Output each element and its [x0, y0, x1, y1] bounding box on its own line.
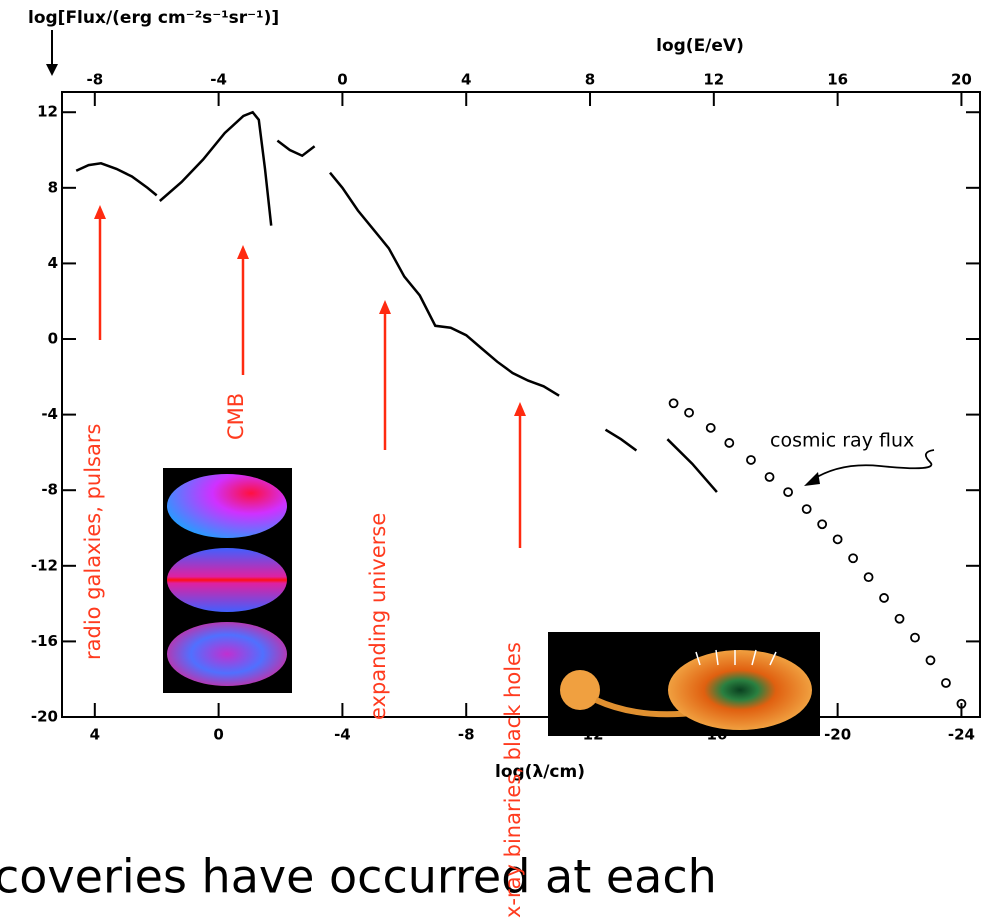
cosmic-ray-point	[670, 399, 678, 407]
cosmic-ray-point	[834, 535, 842, 543]
y-axis-label: log[Flux/(erg cm⁻²s⁻¹sr⁻¹)]	[28, 8, 279, 28]
cosmic-ray-point	[896, 615, 904, 623]
annotation-arrowhead	[514, 402, 526, 416]
cosmic-ray-point	[707, 424, 715, 432]
accretion-image	[548, 632, 820, 736]
y-label-arrowhead	[46, 64, 58, 76]
annotation: CMB	[224, 393, 248, 440]
annotation-arrowhead	[379, 300, 391, 314]
annotation-arrowhead	[237, 245, 249, 259]
x2-tick-label: 0	[337, 71, 347, 89]
annotation: radio galaxies, pulsars	[81, 424, 105, 660]
x2-tick-label: 12	[703, 71, 724, 89]
cosmic-ray-point	[784, 488, 792, 496]
x2-tick-label: -4	[210, 71, 227, 89]
x-tick-label: 4	[90, 726, 100, 744]
spectrum-line	[76, 112, 717, 492]
y-tick-label: -20	[31, 708, 58, 726]
cmb-maps	[163, 468, 292, 693]
x-tick-label: -4	[334, 726, 351, 744]
cosmic-ray-point	[942, 679, 950, 687]
cosmic-ray-point	[849, 554, 857, 562]
cosmic-ray-point	[911, 634, 919, 642]
y-tick-label: -12	[31, 556, 58, 574]
annotation: expanding universe	[366, 513, 390, 720]
x2-tick-label: -8	[86, 71, 103, 89]
cosmic-ray-point	[685, 409, 693, 417]
x2-tick-label: 16	[827, 71, 848, 89]
cosmic-ray-point	[926, 656, 934, 664]
y-tick-label: 8	[48, 178, 58, 196]
x2-tick-label: 20	[951, 71, 972, 89]
x-tick-label: 0	[213, 726, 223, 744]
annotation: cosmic ray flux	[770, 430, 914, 452]
cosmic-ray-point	[803, 505, 811, 513]
cosmic-ray-point	[865, 573, 873, 581]
y-tick-label: 0	[48, 330, 58, 348]
slide: log[Flux/(erg cm⁻²s⁻¹sr⁻¹)] log(E/eV) lo…	[0, 0, 996, 918]
companion-star	[560, 670, 600, 710]
cosmic-ray-point	[747, 456, 755, 464]
x2-tick-label: 8	[585, 71, 595, 89]
y-tick-label: -4	[41, 405, 58, 423]
body-text: coveries have occurred at each	[0, 850, 717, 904]
cosmic-ray-point	[818, 520, 826, 528]
cosmic-ray-point	[766, 473, 774, 481]
y-tick-label: 4	[48, 254, 58, 272]
y-tick-label: -8	[41, 481, 58, 499]
y-tick-label: 12	[37, 103, 58, 121]
cosmic-ray-point	[725, 439, 733, 447]
accretion-disk	[668, 650, 812, 730]
x2-axis-label: log(E/eV)	[656, 36, 744, 56]
cmb-anisotropy-map	[167, 622, 287, 686]
x2-tick-label: 4	[461, 71, 471, 89]
x-tick-label: -24	[948, 726, 975, 744]
annotation-arrowhead	[804, 472, 820, 486]
cmb-dipole-map	[167, 474, 287, 538]
annotation: x-ray binaries, black holes	[501, 642, 525, 918]
cmb-galaxy-map	[167, 548, 287, 612]
annotation-arrowhead	[94, 205, 106, 219]
cosmic-ray-point	[880, 594, 888, 602]
x-tick-label: -8	[458, 726, 475, 744]
y-tick-label: -16	[31, 632, 58, 650]
x-tick-label: -20	[824, 726, 851, 744]
